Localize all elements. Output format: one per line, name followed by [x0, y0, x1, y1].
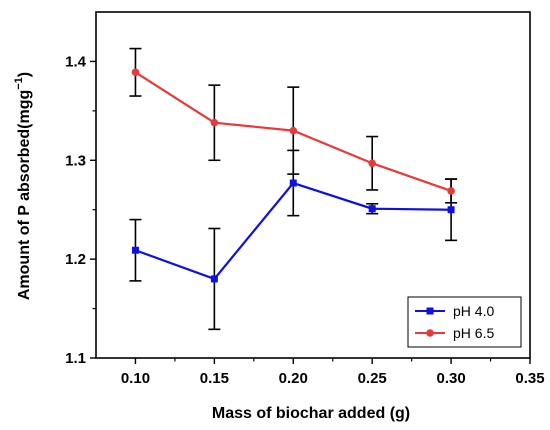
legend-swatch-marker: [426, 307, 434, 315]
data-point: [131, 68, 140, 77]
x-axis-title: Mass of biochar added (g): [212, 405, 410, 422]
legend-item-2: pH 6.5: [415, 325, 494, 341]
plot-area: [95, 11, 531, 359]
x-tick-label: 0.25: [358, 370, 387, 387]
legend-item-1: pH 4.0: [415, 303, 494, 319]
y-axis-title-main: Amount of P absorbed(mgg: [16, 90, 33, 300]
data-point: [131, 246, 139, 254]
data-point: [368, 159, 376, 168]
series-2: [129, 47, 458, 204]
y-tick-label: 1.4: [65, 53, 87, 70]
legend-label: pH 4.0: [453, 303, 494, 319]
data-point: [368, 205, 376, 213]
data-point: [447, 187, 455, 195]
series-layer: [129, 47, 458, 331]
y-tick-label: 1.2: [65, 251, 86, 268]
data-point: [289, 126, 298, 135]
legend-label: pH 6.5: [453, 325, 494, 341]
legend-box: [407, 296, 522, 348]
y-axis-title-superscript: −1: [13, 77, 25, 90]
y-tick-label: 1.3: [65, 152, 86, 169]
data-point: [210, 275, 218, 283]
data-point: [447, 206, 455, 214]
x-tick-label: 0.15: [200, 370, 229, 387]
y-axis-title-tail: ): [16, 72, 33, 77]
plot-frame: [95, 11, 531, 359]
data-point: [210, 118, 219, 127]
y-axis-title: Amount of P absorbed(mgg−1): [13, 72, 33, 300]
data-point: [289, 179, 297, 187]
x-tick-label: 0.30: [436, 370, 465, 387]
x-tick-label: 0.10: [121, 370, 150, 387]
axes-layer: 0.10 0.15 0.20 0.25 0.30 0.35 1.1 1.2 1.3 1.4: [65, 53, 544, 387]
x-tick-label: 0.20: [279, 370, 308, 387]
legend: pH 4.0 pH 6.5: [407, 296, 522, 348]
x-tick-label: 0.35: [515, 370, 544, 387]
y-tick-label: 1.1: [65, 350, 86, 367]
legend-swatch-marker: [426, 329, 434, 337]
series-1: [129, 149, 458, 331]
